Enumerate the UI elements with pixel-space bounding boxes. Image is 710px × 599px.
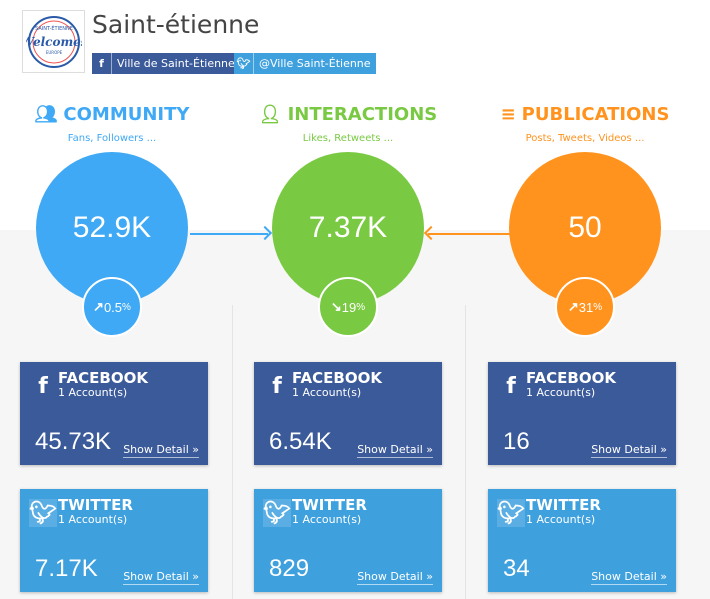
interactions-total-value: 7.37K [308,211,388,244]
community-total-circle: 52.9K [36,152,188,304]
stack-icon: ≡ [500,104,516,125]
network-name: TWITTER [58,496,133,514]
account-count: 1 Account(s) [58,513,128,526]
interactions-change: 19 [341,299,357,315]
users-icon: 👥︎ [34,104,58,125]
svg-text:Welcomes: Welcomes [26,35,82,49]
account-count: 1 Account(s) [526,513,596,526]
twitter-icon: 🐦︎ [497,499,525,527]
twitter-icon: 🐦︎ [263,499,291,527]
page-title: Saint-étienne [92,10,260,39]
network-name: TWITTER [292,496,367,514]
show-detail-link[interactable]: Show Detail » [591,570,667,585]
facebook-page-label: Ville de Saint-Étienne [117,57,235,70]
twitter-account-link[interactable]: 🐦︎ @Ville Saint-Étienne [234,53,376,74]
interactions-title: INTERACTIONS [287,104,438,125]
publications-change: 31 [578,299,594,315]
network-name: FACEBOOK [58,369,148,387]
account-count: 1 Account(s) [292,386,362,399]
network-value: 45.73K [35,428,112,455]
arrow-up-right-icon: ↗ [93,299,104,314]
network-value: 16 [503,428,530,455]
community-change: 0.5 [103,299,123,315]
community-header: 👥︎ COMMUNITY Fans, Followers ... [0,104,229,144]
twitter-account-label: @Ville Saint-Étienne [259,57,371,70]
facebook-icon: f [38,373,48,399]
network-value: 829 [269,555,310,582]
interactions-twitter-card: 🐦︎ TWITTER 1 Account(s) 829 Show Detail … [254,489,442,592]
twitter-icon: 🐦︎ [234,53,254,74]
interactions-header: 👤︎ INTERACTIONS Likes, Retweets ... [231,104,465,144]
account-count: 1 Account(s) [58,386,128,399]
show-detail-link[interactable]: Show Detail » [123,443,199,458]
account-count: 1 Account(s) [292,513,362,526]
show-detail-link[interactable]: Show Detail » [357,570,433,585]
network-name: FACEBOOK [526,369,616,387]
svg-text:EUROPE: EUROPE [45,50,62,55]
publications-twitter-card: 🐦︎ TWITTER 1 Account(s) 34 Show Detail » [488,489,676,592]
facebook-page-link[interactable]: f Ville de Saint-Étienne [92,53,240,74]
interactions-subtitle: Likes, Retweets ... [302,133,394,144]
community-facebook-card: f FACEBOOK 1 Account(s) 45.73K Show Deta… [20,362,208,465]
community-total-value: 52.9K [72,211,152,244]
facebook-icon: f [506,373,516,399]
publications-total-value: 50 [568,211,602,244]
facebook-icon: f [272,373,282,399]
community-subtitle: Fans, Followers ... [67,133,157,144]
community-trend-badge: ↗ 0.5% [82,277,142,337]
publications-subtitle: Posts, Tweets, Videos ... [525,133,645,144]
network-value: 6.54K [269,428,332,455]
arrow-left-icon [423,225,510,241]
column-divider [465,305,466,599]
network-value: 34 [503,555,530,582]
show-detail-link[interactable]: Show Detail » [591,443,667,458]
show-detail-link[interactable]: Show Detail » [123,570,199,585]
publications-facebook-card: f FACEBOOK 1 Account(s) 16 Show Detail » [488,362,676,465]
percent-sign: % [122,301,131,313]
column-divider [232,305,233,599]
percent-sign: % [356,301,366,313]
twitter-icon: 🐦︎ [29,499,57,527]
interactions-trend-badge: ↘ 19% [318,277,378,337]
publications-trend-badge: ↗ 31% [555,277,615,337]
show-detail-link[interactable]: Show Detail » [357,443,433,458]
account-count: 1 Account(s) [526,386,596,399]
svg-text:SAINT-ÉTIENNE: SAINT-ÉTIENNE [35,24,73,32]
network-name: TWITTER [526,496,601,514]
city-logo: Welcomes SAINT-ÉTIENNE EUROPE [22,10,85,73]
interactions-facebook-card: f FACEBOOK 1 Account(s) 6.54K Show Detai… [254,362,442,465]
community-title: COMMUNITY [63,104,190,125]
facebook-icon: f [92,53,112,74]
arrow-down-right-icon: ↘ [330,299,342,314]
arrow-up-right-icon: ↗ [567,299,579,314]
community-twitter-card: 🐦︎ TWITTER 1 Account(s) 7.17K Show Detai… [20,489,208,592]
interactions-icon: 👤︎ [258,104,282,125]
arrow-right-icon [190,225,273,241]
network-name: FACEBOOK [292,369,382,387]
publications-header: ≡ PUBLICATIONS Posts, Tweets, Videos ... [468,104,702,144]
network-value: 7.17K [35,555,98,582]
publications-title: PUBLICATIONS [521,104,670,125]
percent-sign: % [593,301,603,313]
